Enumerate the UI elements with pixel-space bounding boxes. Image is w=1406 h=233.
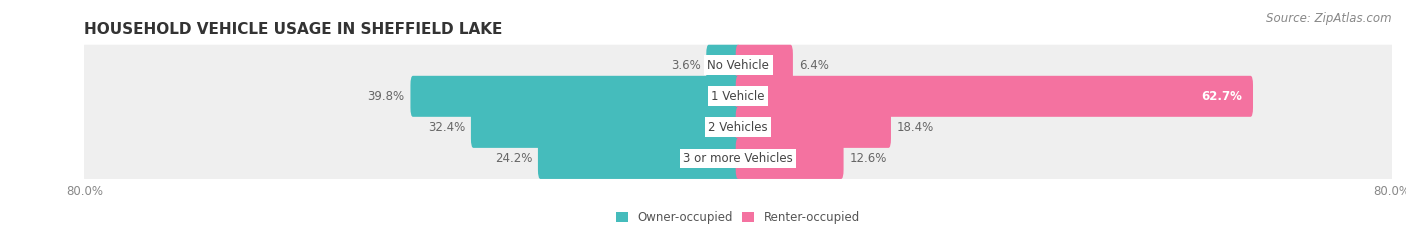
FancyBboxPatch shape [411, 76, 741, 117]
Text: 2 Vehicles: 2 Vehicles [709, 121, 768, 134]
Text: 6.4%: 6.4% [799, 59, 828, 72]
FancyBboxPatch shape [82, 138, 1395, 179]
FancyBboxPatch shape [735, 107, 891, 148]
FancyBboxPatch shape [82, 76, 1395, 117]
FancyBboxPatch shape [735, 138, 844, 179]
FancyBboxPatch shape [735, 45, 793, 86]
FancyBboxPatch shape [471, 107, 741, 148]
FancyBboxPatch shape [538, 138, 741, 179]
Text: 32.4%: 32.4% [427, 121, 465, 134]
Text: 1 Vehicle: 1 Vehicle [711, 90, 765, 103]
FancyBboxPatch shape [82, 107, 1395, 148]
FancyBboxPatch shape [706, 45, 741, 86]
Legend: Owner-occupied, Renter-occupied: Owner-occupied, Renter-occupied [612, 206, 865, 229]
Text: 18.4%: 18.4% [897, 121, 934, 134]
Text: 3 or more Vehicles: 3 or more Vehicles [683, 152, 793, 165]
FancyBboxPatch shape [735, 76, 1253, 117]
Text: 12.6%: 12.6% [849, 152, 887, 165]
Text: HOUSEHOLD VEHICLE USAGE IN SHEFFIELD LAKE: HOUSEHOLD VEHICLE USAGE IN SHEFFIELD LAK… [84, 22, 503, 37]
Text: 39.8%: 39.8% [367, 90, 405, 103]
Text: 24.2%: 24.2% [495, 152, 533, 165]
FancyBboxPatch shape [82, 45, 1395, 86]
Text: Source: ZipAtlas.com: Source: ZipAtlas.com [1267, 12, 1392, 25]
Text: 62.7%: 62.7% [1202, 90, 1243, 103]
Text: No Vehicle: No Vehicle [707, 59, 769, 72]
Text: 3.6%: 3.6% [671, 59, 700, 72]
